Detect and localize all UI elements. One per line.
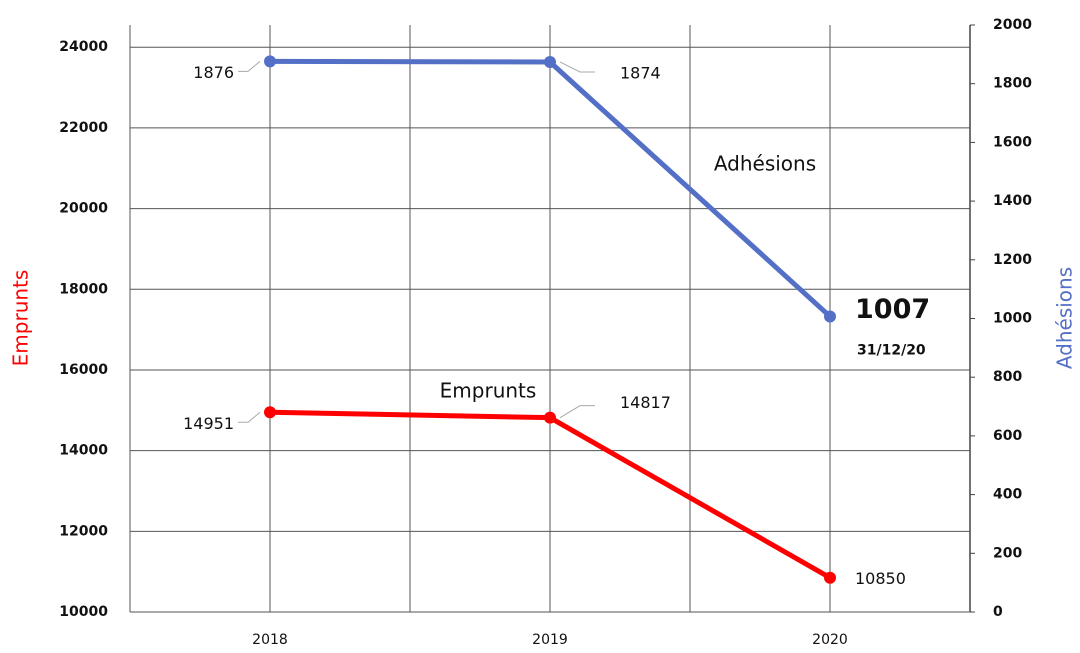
point — [824, 571, 836, 584]
y2-tick-label: 1600 — [993, 134, 1032, 150]
data-label: 1876 — [193, 63, 234, 82]
y2-tick-label: 0 — [993, 604, 1003, 620]
leader-line — [238, 411, 261, 423]
y-tick-label: 24000 — [59, 39, 108, 55]
leader-line — [559, 61, 595, 73]
y-tick-label: 20000 — [59, 201, 108, 217]
y2-axis-title: Adhésions — [1053, 267, 1077, 369]
y2-tick-label: 600 — [993, 428, 1022, 444]
series-label: Adhésions — [714, 152, 816, 176]
y2-tick-label: 1400 — [993, 193, 1032, 209]
x-tick-label: 2019 — [532, 632, 568, 648]
data-label: 1007 — [855, 294, 930, 325]
y-tick-label: 14000 — [59, 443, 108, 459]
y-tick-label: 16000 — [59, 362, 108, 378]
point — [544, 411, 556, 424]
y-tick-label: 22000 — [59, 120, 108, 136]
y-tick-label: 18000 — [59, 281, 108, 297]
y2-tick-label: 1000 — [993, 311, 1032, 327]
data-label: 14817 — [620, 393, 671, 412]
y2-tick-label: 400 — [993, 487, 1022, 503]
data-label: 14951 — [183, 414, 234, 433]
x-tick-label: 2018 — [252, 632, 288, 648]
point — [544, 55, 556, 68]
data-label: 10850 — [855, 569, 906, 588]
leader-line — [559, 405, 595, 419]
y2-tick-label: 2000 — [993, 17, 1032, 33]
y-tick-label: 10000 — [59, 604, 108, 620]
series-label: Emprunts — [440, 379, 537, 403]
x-tick-label: 2020 — [812, 632, 848, 648]
data-label: 1874 — [620, 63, 661, 82]
y2-tick-label: 200 — [993, 545, 1022, 561]
leader-line — [238, 61, 261, 72]
annotation: 31/12/20 — [857, 342, 926, 358]
y-tick-label: 12000 — [59, 523, 108, 539]
point — [264, 55, 276, 68]
y2-tick-label: 800 — [993, 369, 1022, 385]
point — [264, 406, 276, 419]
y-axis-title: Emprunts — [9, 270, 33, 367]
y2-tick-label: 1800 — [993, 76, 1032, 92]
point — [824, 310, 836, 323]
y2-tick-label: 1200 — [993, 252, 1032, 268]
